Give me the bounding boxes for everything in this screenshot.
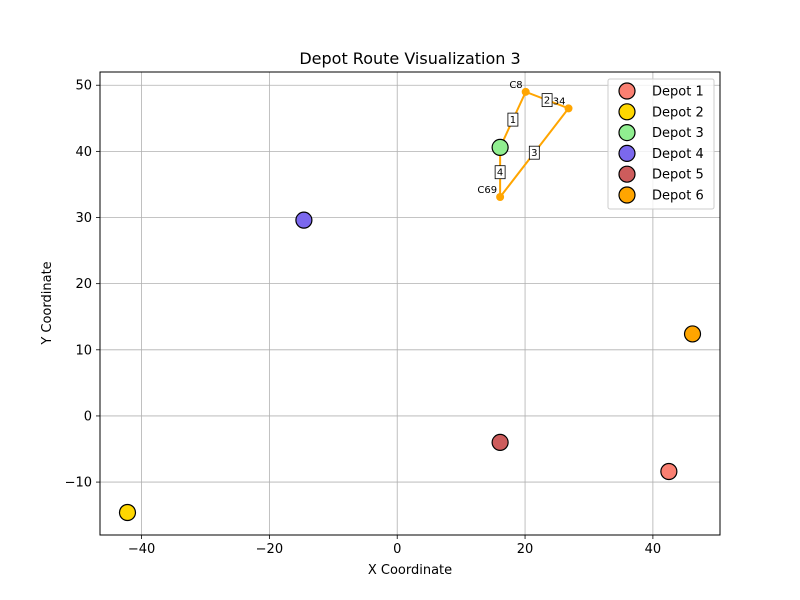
plot-frame	[99, 71, 721, 536]
chart-title: Depot Route Visualization 3	[299, 49, 520, 68]
route-step-box	[507, 112, 519, 127]
tick-layer: −40 −20 0 20 40 −10 0 10 20 30 40 50	[65, 79, 662, 557]
y-tick-label: 10	[75, 343, 92, 358]
depot-marker	[660, 462, 678, 481]
route-step-label: 3	[531, 148, 537, 159]
x-tick-label: −20	[256, 542, 283, 557]
y-tick-label: 50	[75, 79, 92, 94]
x-tick-label: 0	[393, 542, 401, 557]
depot-marker	[118, 503, 137, 522]
legend-marker	[618, 144, 636, 162]
legend-label: Depot 6	[652, 189, 704, 204]
depot-marker	[491, 433, 509, 451]
y-tick-label: −10	[65, 476, 92, 491]
y-tick-label: 20	[75, 277, 92, 292]
y-tick-label: 30	[75, 211, 92, 226]
customer-label: C8	[509, 80, 522, 91]
legend-marker	[618, 124, 636, 142]
legend-label: Depot 2	[652, 105, 704, 120]
route-layer: C8 C34 C69 1 2 3 4	[477, 80, 573, 202]
customer-point	[521, 87, 530, 96]
customer-point	[496, 193, 505, 202]
y-tick-label: 40	[75, 145, 92, 160]
legend-label: Depot 4	[652, 147, 704, 162]
route-step-label: 1	[510, 115, 516, 126]
legend-marker	[618, 186, 636, 204]
route-step-box	[494, 165, 506, 180]
legend-marker	[618, 103, 636, 121]
grid-layer	[100, 72, 720, 535]
y-axis-label: Y Coordinate	[40, 261, 55, 345]
depot-marker	[295, 211, 313, 229]
legend-marker	[618, 165, 636, 183]
route-step-box	[528, 145, 540, 160]
depot-marker	[491, 138, 509, 157]
x-tick-label: 20	[517, 542, 534, 557]
depot-marker	[683, 325, 702, 343]
route-step-label: 2	[544, 96, 550, 107]
legend-label: Depot 1	[652, 85, 704, 100]
legend: Depot 1 Depot 2 Depot 3 Depot 4 Depot 5 Depot…	[607, 78, 715, 210]
customer-label: C34	[546, 96, 566, 107]
legend-label: Depot 3	[652, 126, 704, 141]
legend-marker	[618, 82, 636, 100]
y-tick-label: 0	[84, 409, 92, 424]
legend-label: Depot 5	[652, 168, 704, 183]
x-tick-label: 40	[645, 542, 662, 557]
customer-point	[564, 104, 573, 113]
route-step-box	[541, 93, 553, 108]
route-step-label: 4	[497, 168, 503, 179]
route-line	[499, 90, 571, 200]
depot-layer	[118, 138, 702, 522]
x-axis-label: X Coordinate	[368, 563, 452, 578]
x-tick-label: −40	[128, 542, 155, 557]
customer-label: C69	[477, 185, 497, 196]
